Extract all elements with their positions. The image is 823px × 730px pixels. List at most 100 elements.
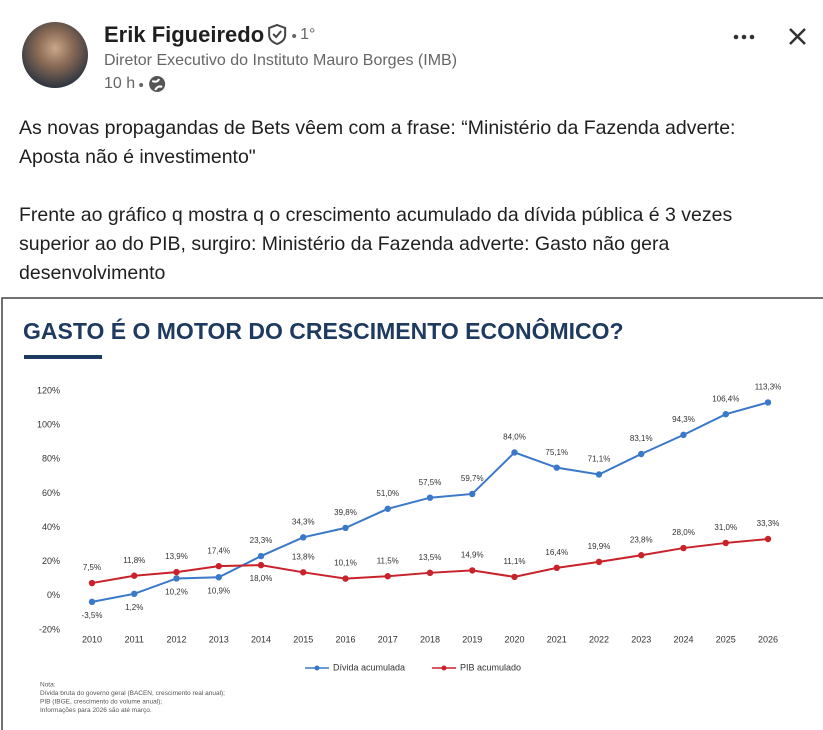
y-tick-label: 80% [42, 454, 60, 464]
x-tick-label: 2016 [335, 634, 355, 644]
post-line: desenvolvimento [19, 262, 165, 284]
data-label: 13,8% [292, 552, 315, 561]
data-label: 106,4% [712, 394, 739, 403]
data-label: 11,5% [377, 556, 399, 565]
chart-title: GASTO É O MOTOR DO CRESCIMENTO ECONÔMICO… [23, 317, 624, 344]
post-time: 10 h [104, 75, 135, 92]
verified-badge [268, 23, 287, 46]
post-line: superior ao do PIB, surgiro: Ministério … [19, 233, 670, 255]
post-line: As novas propagandas de Bets vêem com a … [19, 117, 735, 139]
visibility-icon [149, 76, 166, 92]
post-line: Aposta não é investimento" [19, 146, 256, 168]
x-tick-label: 2021 [547, 634, 567, 644]
close-button[interactable] [789, 28, 806, 45]
data-point [257, 561, 265, 569]
chart: -20% 0% 20% 40% 60% 80% 100% 120% 2010 2011 2012 20… [37, 383, 781, 715]
y-tick-label: 60% [42, 488, 60, 498]
post-line: Frente ao gráfico q mostra q o crescimen… [19, 204, 732, 226]
title-underline [24, 355, 102, 359]
data-point [131, 572, 138, 579]
x-tick-label: 2010 [82, 634, 102, 644]
data-point [342, 524, 349, 532]
data-label: 28,0% [672, 528, 695, 537]
x-tick-label: 2020 [504, 634, 524, 644]
data-point [511, 449, 518, 456]
data-label: 57,5% [419, 478, 442, 487]
data-label: 17,4% [207, 546, 230, 555]
data-label: 18,0% [250, 574, 273, 583]
data-point [469, 567, 476, 574]
data-point [553, 564, 560, 572]
data-point [638, 450, 645, 458]
x-tick-label: 2025 [716, 634, 736, 644]
data-point [215, 562, 222, 570]
data-label: 1,2% [125, 603, 143, 612]
post-text: As novas propagandas de Bets vêem com a … [19, 117, 735, 284]
note: PIB (IBGE, crescimento do volume anual); [40, 699, 162, 706]
data-point [215, 574, 222, 581]
data-label: 113,3% [755, 383, 782, 392]
data-label: 39,8% [334, 508, 357, 517]
data-point [638, 552, 645, 559]
connection-degree: 1° [300, 26, 315, 43]
data-label: 7,5% [83, 563, 101, 572]
data-label: 10,9% [207, 586, 230, 595]
note: Dívida bruta do governo geral (BACEN, cr… [40, 690, 225, 697]
data-label: 59,7% [461, 474, 484, 483]
x-tick-label: 2012 [166, 634, 186, 644]
data-point [595, 558, 603, 566]
data-label: 31,0% [714, 523, 737, 532]
post-image[interactable] [1, 297, 823, 730]
data-point [680, 431, 687, 439]
separator [292, 34, 297, 38]
more-button[interactable] [733, 34, 755, 40]
data-point [511, 573, 518, 581]
y-tick-label: 120% [37, 385, 60, 395]
y-tick-label: 40% [42, 522, 60, 532]
author-name[interactable]: Erik Figueiredo [104, 22, 264, 47]
x-tick-label: 2011 [125, 634, 144, 644]
data-label: 71,1% [588, 455, 611, 464]
y-tick-label: 20% [42, 556, 60, 566]
data-label: 51,0% [376, 489, 399, 498]
data-label: 10,2% [165, 588, 188, 597]
data-label: 19,9% [588, 542, 611, 551]
data-point [300, 569, 307, 576]
note: Informações para 2026 são até março. [40, 707, 152, 714]
data-point [764, 399, 772, 406]
x-tick-label: 2015 [293, 634, 313, 644]
x-tick-label: 2018 [420, 634, 440, 644]
data-point [88, 579, 96, 587]
x-tick-label: 2013 [209, 634, 229, 644]
legend-marker [314, 665, 320, 671]
legend-marker [441, 665, 447, 671]
data-point [722, 539, 729, 547]
data-label: 13,5% [419, 553, 442, 562]
data-label: -3,5% [82, 611, 103, 620]
x-tick-label: 2026 [758, 634, 778, 644]
data-point [764, 535, 772, 543]
note: Nota: [40, 682, 56, 689]
data-point [384, 505, 391, 512]
data-point [131, 590, 138, 598]
data-point [173, 568, 180, 576]
data-point [595, 471, 603, 478]
data-point [426, 494, 434, 501]
x-tick-label: 2022 [589, 634, 609, 644]
data-label: 75,1% [545, 448, 568, 457]
data-point [384, 573, 391, 580]
data-label: 34,3% [292, 517, 315, 526]
data-label: 33,3% [757, 519, 780, 528]
data-point [426, 569, 434, 577]
headline: Diretor Executivo do Instituto Mauro Bor… [104, 52, 457, 69]
y-tick-label: 0% [47, 590, 60, 600]
data-label: 94,3% [672, 415, 695, 424]
data-point [553, 464, 560, 471]
y-tick-label: 100% [37, 420, 60, 430]
avatar[interactable] [22, 22, 88, 88]
data-label: 23,3% [250, 536, 273, 545]
x-tick-label: 2023 [631, 634, 651, 644]
data-point [469, 490, 476, 498]
data-label: 10,1% [334, 559, 357, 568]
